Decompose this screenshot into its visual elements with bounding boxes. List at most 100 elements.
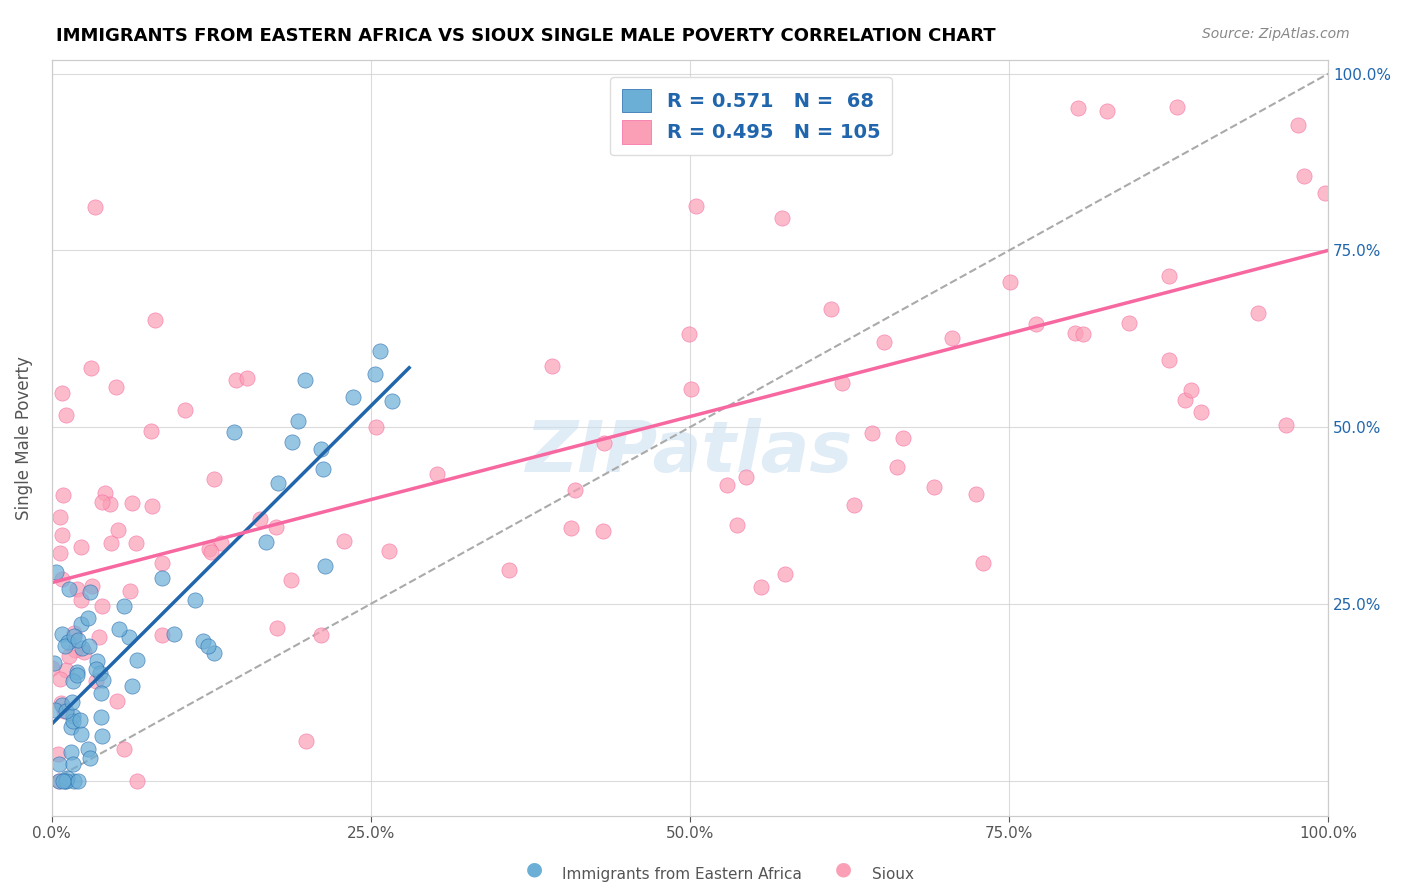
Point xyxy=(163,627,186,641)
Point xyxy=(294,373,316,387)
Point xyxy=(91,495,114,509)
Point xyxy=(84,662,107,676)
Point xyxy=(72,640,94,655)
Point xyxy=(1180,383,1202,397)
Point xyxy=(381,393,404,408)
Point xyxy=(560,521,582,535)
Text: IMMIGRANTS FROM EASTERN AFRICA VS SIOUX SINGLE MALE POVERTY CORRELATION CHART: IMMIGRANTS FROM EASTERN AFRICA VS SIOUX … xyxy=(56,27,995,45)
Point xyxy=(53,639,76,653)
Point xyxy=(735,470,758,484)
Point xyxy=(972,556,994,570)
Point xyxy=(66,667,89,681)
Y-axis label: Single Male Poverty: Single Male Poverty xyxy=(15,356,32,520)
Legend: R = 0.571   N =  68, R = 0.495   N = 105: R = 0.571 N = 68, R = 0.495 N = 105 xyxy=(610,77,891,155)
Point xyxy=(48,773,70,788)
Point xyxy=(52,773,75,788)
Point xyxy=(105,380,128,394)
Point xyxy=(63,643,86,657)
Point xyxy=(593,436,616,450)
Point xyxy=(48,756,70,771)
Point xyxy=(294,734,316,748)
Point xyxy=(59,745,82,759)
Point xyxy=(66,665,89,680)
Point xyxy=(63,625,86,640)
Point xyxy=(197,639,219,653)
Point xyxy=(202,472,225,486)
Point xyxy=(426,467,449,482)
Point xyxy=(678,326,700,341)
Point xyxy=(98,497,121,511)
Point xyxy=(118,584,141,599)
Point xyxy=(53,773,76,788)
Point xyxy=(267,475,290,490)
Point xyxy=(209,536,232,550)
Point xyxy=(1246,306,1268,320)
Point xyxy=(309,442,332,456)
Point xyxy=(1313,186,1336,200)
Point xyxy=(139,424,162,438)
Point xyxy=(498,563,520,577)
Point xyxy=(1066,102,1088,116)
Point xyxy=(73,645,96,659)
Point xyxy=(174,403,197,417)
Point xyxy=(281,435,304,450)
Point xyxy=(150,556,173,570)
Point xyxy=(63,773,86,788)
Point xyxy=(844,498,866,512)
Point xyxy=(1064,326,1087,340)
Text: Source: ZipAtlas.com: Source: ZipAtlas.com xyxy=(1202,27,1350,41)
Point xyxy=(770,211,793,225)
Point xyxy=(56,635,79,649)
Point xyxy=(49,546,72,560)
Point xyxy=(66,632,89,647)
Point xyxy=(121,496,143,510)
Point xyxy=(1292,169,1315,183)
Point xyxy=(79,750,101,764)
Point xyxy=(775,567,797,582)
Point xyxy=(48,773,70,788)
Point xyxy=(45,566,67,580)
Point xyxy=(831,376,853,390)
Point xyxy=(541,359,564,373)
Point xyxy=(150,571,173,585)
Point xyxy=(141,499,163,513)
Point xyxy=(941,331,963,345)
Point xyxy=(90,599,112,613)
Point xyxy=(998,275,1021,289)
Point xyxy=(1071,327,1094,342)
Point xyxy=(378,544,401,558)
Point xyxy=(93,486,115,500)
Point xyxy=(62,674,84,689)
Point xyxy=(685,199,707,213)
Point xyxy=(55,704,77,718)
Point xyxy=(965,486,987,500)
Point xyxy=(55,773,77,788)
Point xyxy=(107,622,129,636)
Point xyxy=(60,695,83,709)
Point xyxy=(311,462,333,476)
Point xyxy=(225,373,247,387)
Point xyxy=(107,524,129,538)
Point xyxy=(127,653,149,667)
Point xyxy=(52,488,75,502)
Point xyxy=(254,534,277,549)
Point xyxy=(370,343,392,358)
Point xyxy=(364,367,387,381)
Point xyxy=(62,709,84,723)
Point xyxy=(70,593,93,607)
Point xyxy=(105,694,128,708)
Point xyxy=(49,696,72,710)
Point xyxy=(51,386,73,401)
Point xyxy=(820,301,842,316)
Point xyxy=(80,361,103,376)
Point xyxy=(143,312,166,326)
Point xyxy=(222,425,245,439)
Point xyxy=(90,729,112,743)
Point xyxy=(592,524,614,538)
Point xyxy=(681,382,703,396)
Point xyxy=(342,390,364,404)
Point xyxy=(198,541,221,556)
Point xyxy=(152,628,174,642)
Text: ZIPatlas: ZIPatlas xyxy=(526,418,853,487)
Point xyxy=(49,509,72,524)
